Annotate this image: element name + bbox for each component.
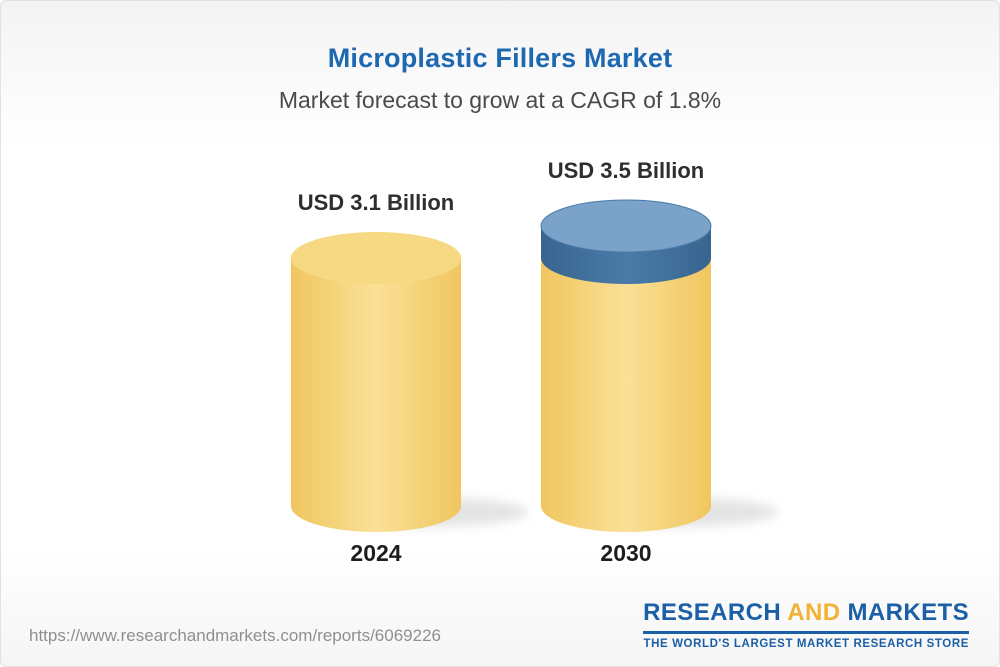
axis-label-2030: 2030 [600,540,652,566]
logo-divider-rule [643,631,969,634]
logo-word-markets: MARKETS [847,599,969,626]
logo-word-and: AND [787,599,841,626]
research-and-markets-logo: RESEARCH AND MARKETS THE WORLD'S LARGEST… [643,599,969,650]
logo-word-research: RESEARCH [643,599,782,626]
logo-tagline: THE WORLD'S LARGEST MARKET RESEARCH STOR… [643,638,969,650]
logo-wordmark: RESEARCH AND MARKETS [643,599,969,627]
axis-label-2024: 2024 [350,540,402,566]
chart-title: Microplastic Fillers Market [327,43,673,73]
value-label-2030: USD 3.5 Billion [547,158,705,183]
chart-subtitle: Market forecast to grow at a CAGR of 1.8… [278,87,722,113]
report-url-link[interactable]: https://www.researchandmarkets.com/repor… [29,626,441,645]
value-label-2024: USD 3.1 Billion [297,190,455,215]
